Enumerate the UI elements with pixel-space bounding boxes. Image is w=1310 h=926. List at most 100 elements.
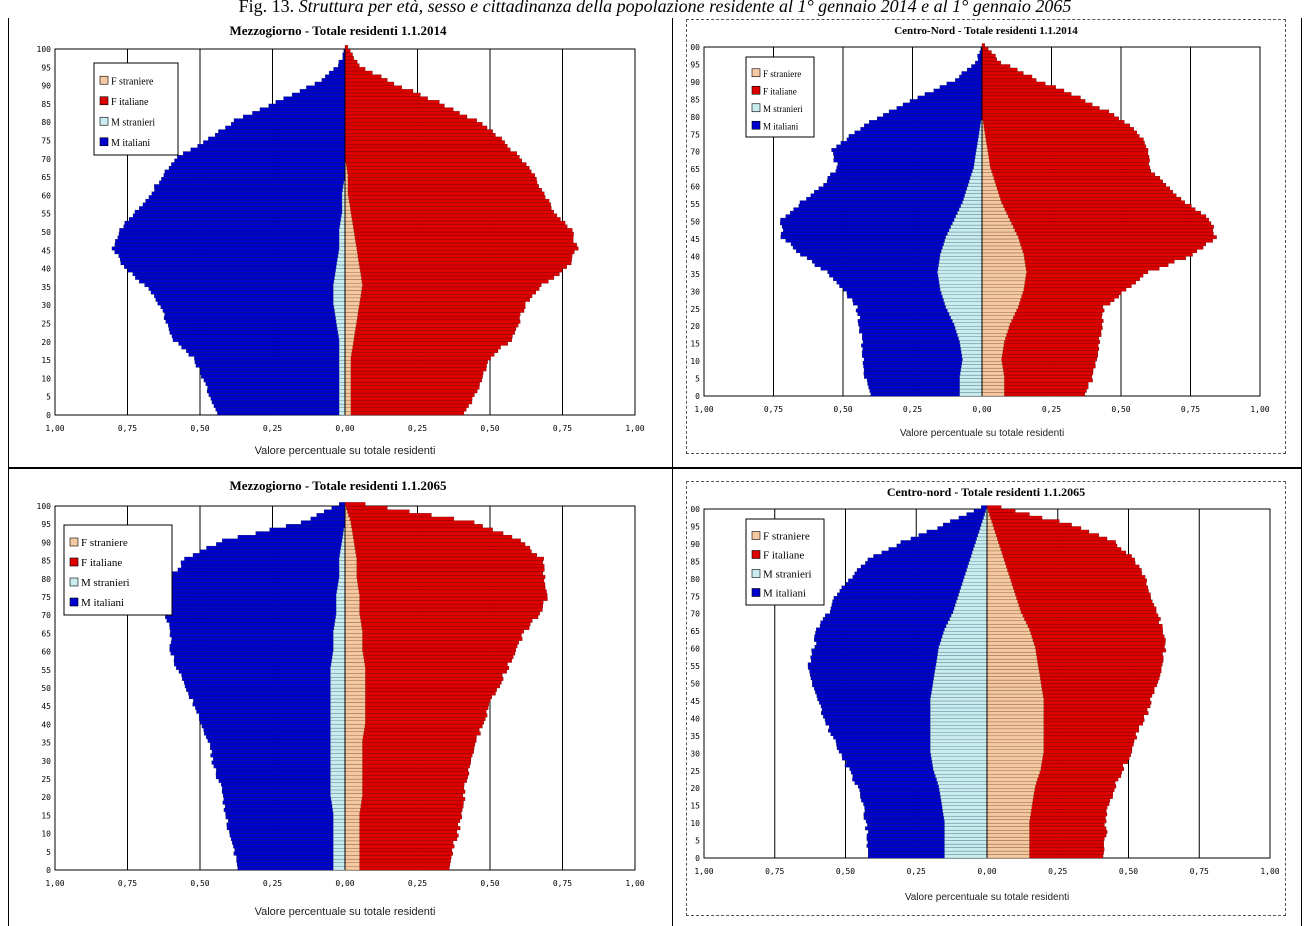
legend-label: F straniere	[111, 76, 154, 87]
bar-m-italiani	[164, 611, 346, 616]
bar-f-italiane	[344, 74, 382, 79]
x-axis-label: Valore percentuale su totale residenti	[255, 445, 436, 457]
bar-m-stranieri	[941, 798, 988, 803]
bar-f-straniere	[344, 549, 356, 554]
y-tick-label: 25	[41, 320, 51, 329]
bar-f-straniere	[986, 606, 1020, 611]
bar-f-straniere	[981, 256, 1025, 261]
legend: F straniere F italiane M stranieri M italia…	[93, 62, 179, 156]
bar-m-stranieri	[339, 246, 346, 251]
bar-m-italiani	[169, 633, 346, 638]
bar-m-stranieri	[957, 333, 983, 337]
bar-f-italiane	[344, 89, 414, 94]
bar-f-straniere	[344, 341, 354, 346]
bar-f-italiane	[981, 60, 1002, 65]
bar-m-italiani	[338, 63, 346, 68]
bar-f-straniere	[986, 714, 1044, 719]
bar-f-straniere	[344, 349, 353, 353]
bar-m-stranieri	[931, 760, 988, 764]
bar-m-stranieri	[949, 312, 983, 316]
x-axis-label: Valore percentuale su totale residenti	[255, 906, 436, 918]
bar-m-stranieri	[335, 615, 346, 619]
bar-f-straniere	[986, 784, 1036, 789]
bar-f-straniere	[981, 186, 998, 191]
bar-m-italiani	[198, 713, 346, 718]
bar-m-italiani	[161, 176, 346, 181]
bar-f-italiane	[344, 213, 558, 218]
bar-m-italiani	[310, 516, 346, 521]
bar-m-stranieri	[981, 522, 988, 527]
bar-m-stranieri	[942, 294, 983, 299]
bar-m-italiani	[169, 622, 346, 627]
bar-f-italiane	[344, 187, 542, 192]
bar-f-straniere	[981, 242, 1021, 247]
bar-m-stranieri	[944, 850, 988, 855]
bar-m-stranieri	[933, 679, 988, 684]
bar-m-italiani	[814, 189, 983, 194]
bar-m-italiani	[170, 651, 346, 656]
bar-m-italiani	[973, 508, 988, 513]
bar-f-italiane	[344, 727, 480, 732]
bar-m-stranieri	[339, 560, 346, 565]
bar-f-straniere	[981, 305, 1019, 309]
bar-m-stranieri	[969, 557, 988, 562]
bar-m-italiani	[237, 535, 346, 539]
bar-m-italiani	[217, 411, 346, 416]
bar-m-italiani	[325, 74, 346, 79]
bar-f-straniere	[344, 866, 360, 871]
legend-swatch	[751, 68, 761, 78]
bar-m-italiani	[933, 88, 983, 93]
bar-m-italiani	[168, 327, 346, 331]
bar-m-stranieri	[336, 611, 346, 616]
bar-m-stranieri	[331, 800, 346, 805]
bar-m-stranieri	[941, 249, 983, 254]
bar-f-italiane	[981, 179, 1163, 184]
bar-f-italiane	[981, 127, 1134, 131]
bar-f-italiane	[344, 111, 460, 116]
bar-m-stranieri	[338, 578, 346, 583]
bar-m-stranieri	[333, 297, 346, 302]
bar-f-italiane	[344, 246, 579, 251]
bar-m-italiani	[300, 520, 346, 525]
bar-m-stranieri	[334, 622, 346, 627]
legend-label: M stranieri	[81, 577, 130, 589]
bar-m-stranieri	[339, 411, 346, 416]
bar-m-italiani	[211, 760, 346, 765]
bar-f-straniere	[986, 676, 1041, 681]
bar-f-straniere	[986, 550, 1002, 555]
bar-f-italiane	[344, 92, 421, 97]
bar-f-straniere	[344, 224, 354, 229]
bar-f-italiane	[344, 334, 513, 339]
bar-m-italiani	[188, 691, 346, 696]
y-tick-label: 95	[41, 520, 51, 529]
bar-m-stranieri	[333, 636, 346, 641]
bar-m-italiani	[118, 231, 346, 236]
bar-m-stranieri	[337, 253, 346, 258]
bar-m-italiani	[259, 107, 346, 112]
bar-m-italiani	[233, 844, 346, 849]
bar-m-italiani	[176, 666, 346, 670]
bar-f-straniere	[986, 585, 1014, 590]
bar-m-italiani	[171, 334, 346, 339]
bar-m-italiani	[208, 136, 346, 141]
bar-m-stranieri	[330, 717, 346, 721]
bar-m-italiani	[228, 818, 346, 823]
bar-m-italiani	[793, 207, 983, 212]
bar-f-straniere	[986, 847, 1030, 852]
y-tick-label: 70	[41, 611, 51, 620]
bar-m-stranieri	[940, 795, 988, 799]
bar-f-italiane	[344, 673, 503, 678]
bar-m-stranieri	[959, 388, 983, 393]
bar-f-italiane	[344, 611, 540, 616]
bar-m-stranieri	[942, 805, 988, 810]
bar-f-straniere	[344, 235, 356, 240]
bar-m-italiani	[120, 261, 346, 266]
bar-m-stranieri	[337, 330, 346, 335]
bar-f-italiane	[344, 129, 493, 134]
bar-m-italiani	[218, 778, 346, 783]
bar-m-stranieri	[966, 568, 988, 572]
bar-f-italiane	[344, 286, 540, 291]
bar-f-straniere	[344, 209, 351, 214]
bar-m-stranieri	[333, 829, 346, 834]
bar-f-italiane	[344, 305, 526, 310]
